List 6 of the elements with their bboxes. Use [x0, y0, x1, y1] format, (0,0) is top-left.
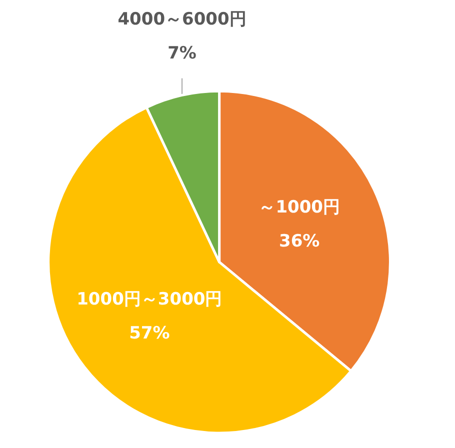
- data-label: 7%: [168, 43, 196, 64]
- data-label: 57%: [129, 323, 170, 344]
- data-label: 36%: [278, 231, 320, 252]
- slice-label: 4000～6000円: [118, 9, 246, 30]
- slice-label: 1000円～3000円: [76, 289, 222, 310]
- slice-label: ～1000円: [258, 197, 340, 218]
